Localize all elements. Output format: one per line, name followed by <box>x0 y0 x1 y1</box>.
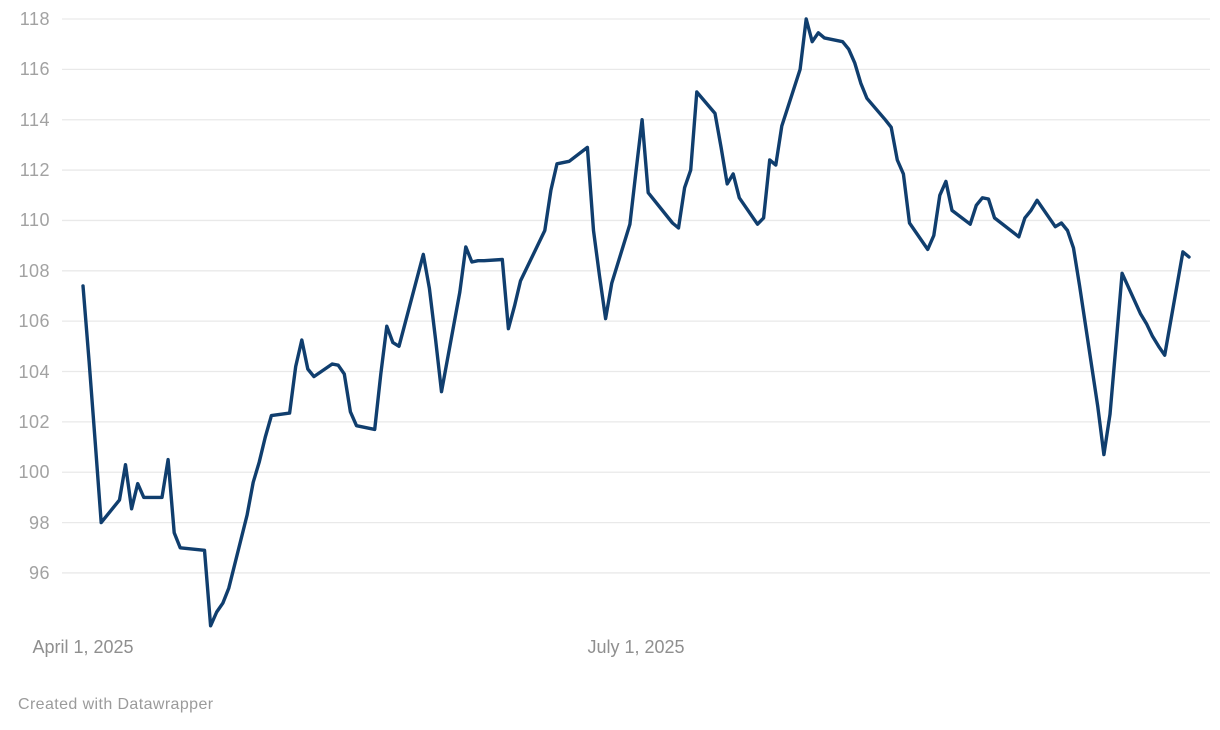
datawrapper-attribution: Created with Datawrapper <box>18 696 214 713</box>
y-tick-label: 112 <box>19 160 50 181</box>
y-tick-label: 100 <box>18 462 50 483</box>
x-tick-label: July 1, 2025 <box>587 637 685 657</box>
y-tick-label: 96 <box>28 562 50 583</box>
y-tick-label: 114 <box>19 109 50 130</box>
y-tick-label: 98 <box>28 512 50 533</box>
y-tick-label: 104 <box>18 361 50 382</box>
data-line <box>81 17 1191 628</box>
y-tick-label: 110 <box>19 210 50 231</box>
x-tick-label: April 1, 2025 <box>32 637 134 657</box>
y-tick-label: 102 <box>18 411 50 432</box>
y-tick-label: 116 <box>19 59 50 80</box>
y-tick-label: 106 <box>18 311 50 332</box>
y-tick-label: 108 <box>18 260 50 281</box>
y-tick-label: 118 <box>19 9 50 29</box>
